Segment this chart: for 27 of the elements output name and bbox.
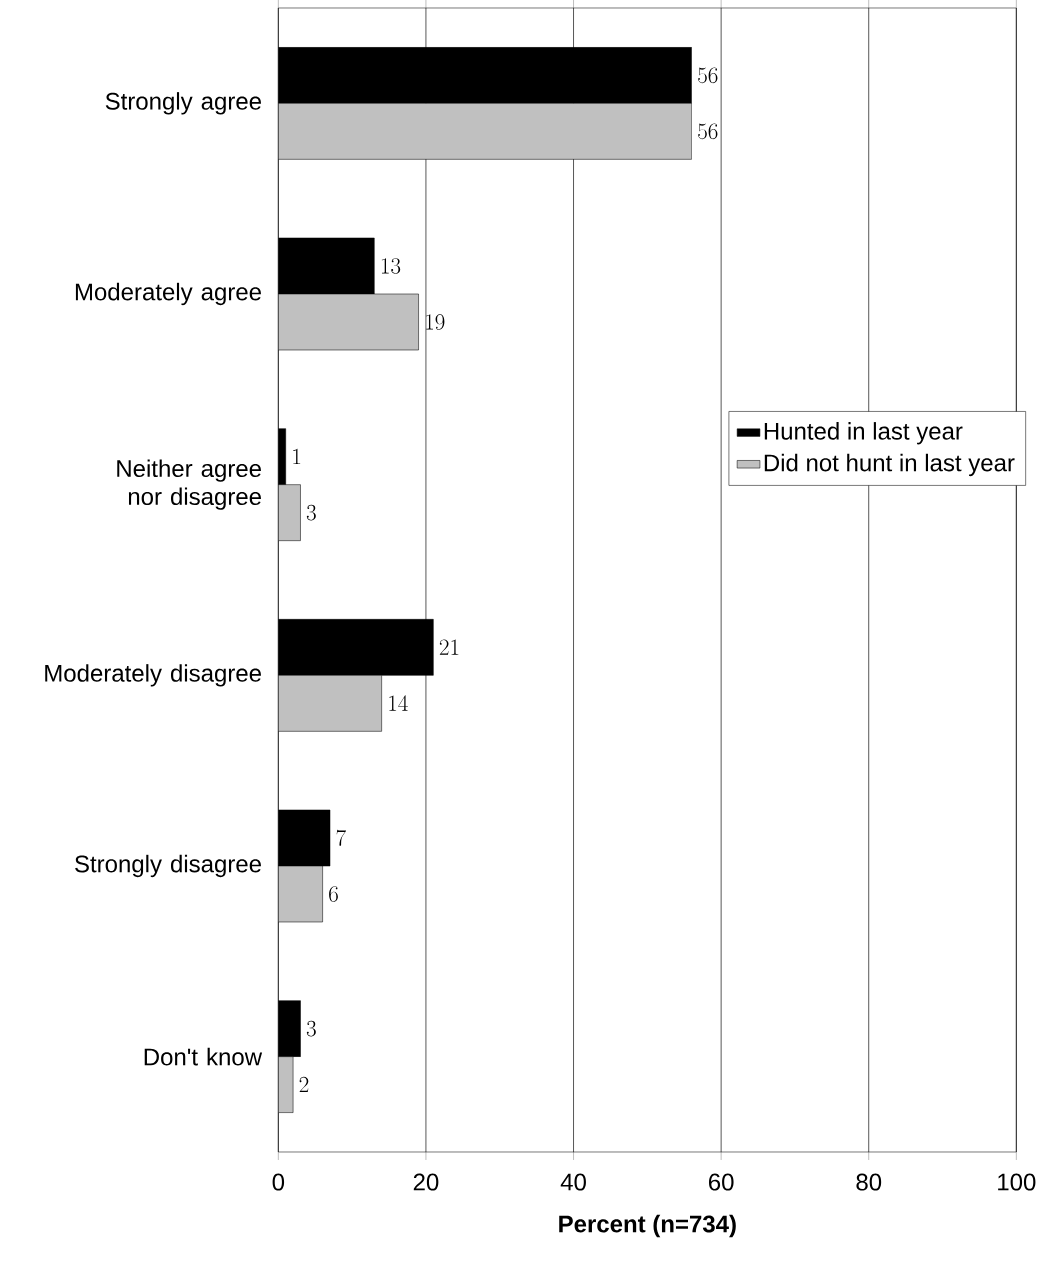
x-tick-label: 60 — [708, 1173, 734, 1191]
legend-label: Did not hunt in last year — [764, 453, 1015, 477]
x-tick-label: 40 — [560, 1173, 586, 1191]
data-label: 1 — [293, 448, 300, 465]
data-label: 56 — [698, 123, 718, 140]
y-tick-label: Don't know — [144, 1047, 262, 1066]
x-tick-label: 0 — [272, 1173, 284, 1191]
y-tick-label: Strongly agree — [105, 92, 261, 115]
x-tick-label: 100 — [997, 1173, 1036, 1191]
data-label: 6 — [328, 886, 338, 902]
x-tick-label: 80 — [856, 1173, 881, 1191]
data-label: 13 — [381, 258, 401, 274]
data-label: 56 — [698, 67, 718, 84]
x-axis-title: Percent (n=734) — [559, 1214, 736, 1238]
data-label: 21 — [439, 639, 459, 655]
data-label: 3 — [306, 1020, 316, 1037]
data-label: 3 — [306, 504, 316, 521]
legend-label: Hunted in last year — [764, 422, 963, 445]
data-label: 7 — [336, 829, 346, 846]
x-tick-label: 20 — [413, 1173, 439, 1191]
data-label: 2 — [299, 1076, 309, 1093]
y-tick-label: Strongly disagree — [74, 854, 261, 878]
data-label: 14 — [389, 695, 408, 711]
y-tick-label: Moderately disagree — [45, 664, 261, 687]
y-tick-label: Neither agree nor disagree — [117, 459, 261, 510]
y-tick-label: Moderately agree — [75, 282, 261, 306]
data-label: 19 — [426, 314, 445, 330]
